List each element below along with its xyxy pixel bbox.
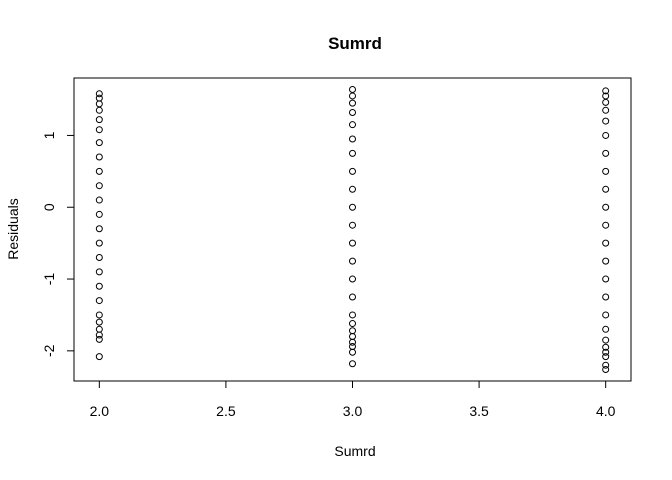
data-point [602,275,610,283]
data-point [602,366,610,374]
x-tick-label: 3.5 [469,403,489,419]
data-point [349,257,356,265]
data-point [95,353,103,361]
data-point [349,185,356,193]
data-point [349,320,356,328]
data-point [95,153,103,161]
data-point [602,221,610,229]
y-axis: -2 -1 0 1 [41,131,75,357]
data-point [349,239,356,247]
data-point [95,239,103,247]
x-tick-label: 3.0 [343,403,363,419]
data-point [602,131,610,139]
x-axis: 2.0 2.5 3.0 3.5 4.0 [90,380,616,419]
x-axis-label: Sumrd [334,443,375,459]
data-point [349,135,356,143]
data-point [349,311,356,319]
data-point [602,98,610,106]
data-point [95,225,103,233]
data-point [95,297,103,305]
data-point [95,282,103,290]
chart-title: Sumrd [328,34,382,53]
y-tick-label: -1 [41,273,57,286]
data-point [95,196,103,204]
data-point [602,257,610,265]
y-tick-label: 0 [41,203,57,211]
data-point [602,348,610,356]
data-point [95,116,103,124]
data-point [349,348,356,356]
data-point [602,149,610,157]
data-point [349,221,356,229]
data-point [95,311,103,319]
data-point [95,167,103,175]
data-point [602,336,610,344]
data-point [602,311,610,319]
data-point [95,90,103,98]
data-point [95,139,103,147]
data-point [602,106,610,114]
data-point [349,149,356,157]
data-point [602,87,610,95]
data-point [349,338,356,346]
data-point [602,353,610,361]
data-point [349,108,356,116]
data-point [602,203,610,211]
x-tick-label: 2.5 [216,403,236,419]
y-axis-label: Residuals [5,198,21,259]
data-point [349,92,356,100]
data-point [349,99,356,107]
data-point [602,239,610,247]
data-point [349,275,356,283]
data-point [349,293,356,301]
data-point [95,268,103,276]
data-point [602,117,610,125]
data-point [349,167,356,175]
data-point [95,331,103,339]
data-point [95,254,103,262]
y-tick-label: -2 [41,344,57,357]
data-point [95,182,103,190]
data-point [602,167,610,175]
data-point [602,325,610,333]
data-point [349,203,356,211]
data-point [602,293,610,301]
data-points [95,85,610,374]
data-point [602,185,610,193]
data-point [95,126,103,134]
x-tick-label: 4.0 [596,403,616,419]
data-point [95,335,103,343]
x-tick-label: 2.0 [90,403,110,419]
data-point [349,121,356,129]
data-point [95,318,103,326]
y-tick-label: 1 [41,131,57,139]
data-point [349,360,356,368]
data-point [602,343,610,351]
data-point [95,106,103,114]
data-point [602,361,610,369]
data-point [95,210,103,218]
